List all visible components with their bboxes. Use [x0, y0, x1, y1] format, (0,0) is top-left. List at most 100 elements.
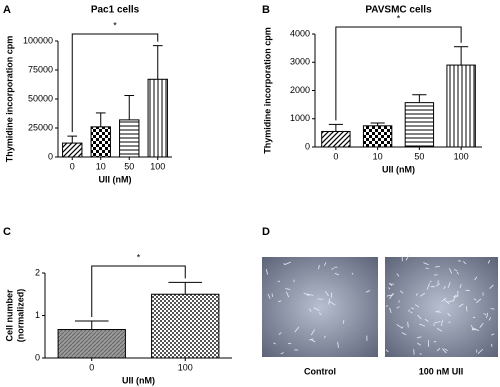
cell — [288, 342, 292, 345]
cell — [396, 324, 403, 329]
cell — [471, 325, 474, 331]
x-tick-label: 100 — [454, 151, 469, 161]
y-axis-label: (normalized) — [15, 289, 25, 343]
cell — [488, 317, 492, 321]
cell — [389, 307, 392, 314]
y-tick-label: 25000 — [28, 122, 53, 132]
x-tick-label: 10 — [373, 151, 383, 161]
x-axis-label: UII (nM) — [99, 174, 132, 184]
cell — [454, 269, 458, 272]
cell — [489, 284, 494, 289]
cell — [435, 265, 440, 268]
image-caption: Control — [304, 366, 336, 376]
y-tick-label: 1000 — [290, 113, 310, 123]
cell — [388, 287, 391, 290]
cell — [385, 349, 389, 353]
annotation: * — [137, 252, 141, 262]
cell — [265, 269, 269, 275]
cell — [417, 314, 422, 320]
cell — [401, 332, 407, 336]
cell — [365, 290, 371, 293]
cell — [459, 284, 462, 288]
cell — [477, 348, 484, 354]
cell — [456, 271, 459, 275]
cell — [309, 308, 312, 312]
cell — [351, 272, 354, 275]
bar — [90, 126, 111, 158]
y-tick-label: 100000 — [23, 35, 53, 45]
cell — [447, 300, 454, 303]
cell — [283, 263, 286, 265]
cell — [486, 312, 489, 319]
panel-label: A — [3, 4, 11, 16]
cell — [472, 327, 479, 331]
x-tick-label: 100 — [150, 161, 165, 171]
cell — [424, 318, 429, 322]
cell — [436, 328, 443, 332]
cell — [441, 297, 447, 303]
cell — [465, 289, 471, 292]
cell — [396, 273, 400, 277]
cell — [420, 292, 426, 297]
cell — [389, 292, 394, 299]
cell — [436, 347, 441, 352]
annotation: * — [113, 20, 117, 30]
cell — [329, 301, 336, 306]
cell — [474, 276, 478, 281]
cell — [411, 307, 415, 310]
x-axis-label: UII (nM) — [122, 375, 155, 385]
y-axis-label: Thymidine incorporation cpm — [262, 27, 272, 154]
cell — [410, 311, 413, 314]
x-tick-label: 50 — [414, 151, 424, 161]
micrograph — [262, 257, 378, 357]
cell — [441, 348, 447, 354]
cell — [419, 323, 426, 327]
x-tick-label: 0 — [89, 362, 94, 372]
cell — [323, 262, 327, 266]
cell — [463, 261, 467, 265]
cell — [311, 339, 316, 343]
panel-label: C — [3, 226, 11, 238]
x-tick-label: 0 — [333, 151, 338, 161]
panel-label: D — [262, 226, 270, 238]
cell — [396, 306, 400, 309]
cell — [465, 306, 468, 312]
cell — [405, 254, 411, 261]
y-tick-label: 4000 — [290, 28, 310, 38]
cell — [447, 282, 451, 288]
annotation: * — [397, 13, 401, 23]
x-tick-label: 100 — [178, 362, 193, 372]
cell — [472, 316, 476, 319]
cell — [490, 307, 495, 310]
cell — [324, 290, 329, 297]
cell — [278, 300, 282, 303]
bar — [57, 329, 126, 359]
significance-bracket — [335, 26, 462, 121]
cell — [473, 298, 477, 301]
y-tick-label: 3000 — [290, 57, 310, 67]
cell — [435, 283, 441, 287]
bar — [321, 130, 351, 148]
cell — [426, 283, 430, 290]
bar — [446, 64, 476, 148]
cell — [337, 341, 339, 348]
cell — [318, 264, 320, 270]
bar — [404, 102, 435, 148]
cell — [487, 260, 491, 264]
bar — [362, 125, 393, 148]
x-tick-label: 10 — [96, 161, 106, 171]
cell — [278, 332, 282, 335]
x-tick-label: 0 — [70, 161, 75, 171]
cell — [414, 304, 420, 308]
cell — [294, 326, 300, 333]
cell — [417, 342, 421, 346]
cell — [416, 336, 422, 339]
y-axis-label: Thymidine incorporation cpm — [4, 36, 14, 163]
cell — [407, 321, 409, 328]
cell — [306, 293, 314, 296]
x-tick-label: 50 — [124, 161, 134, 171]
cell — [440, 319, 444, 327]
cell — [415, 292, 418, 296]
cell — [331, 267, 334, 270]
